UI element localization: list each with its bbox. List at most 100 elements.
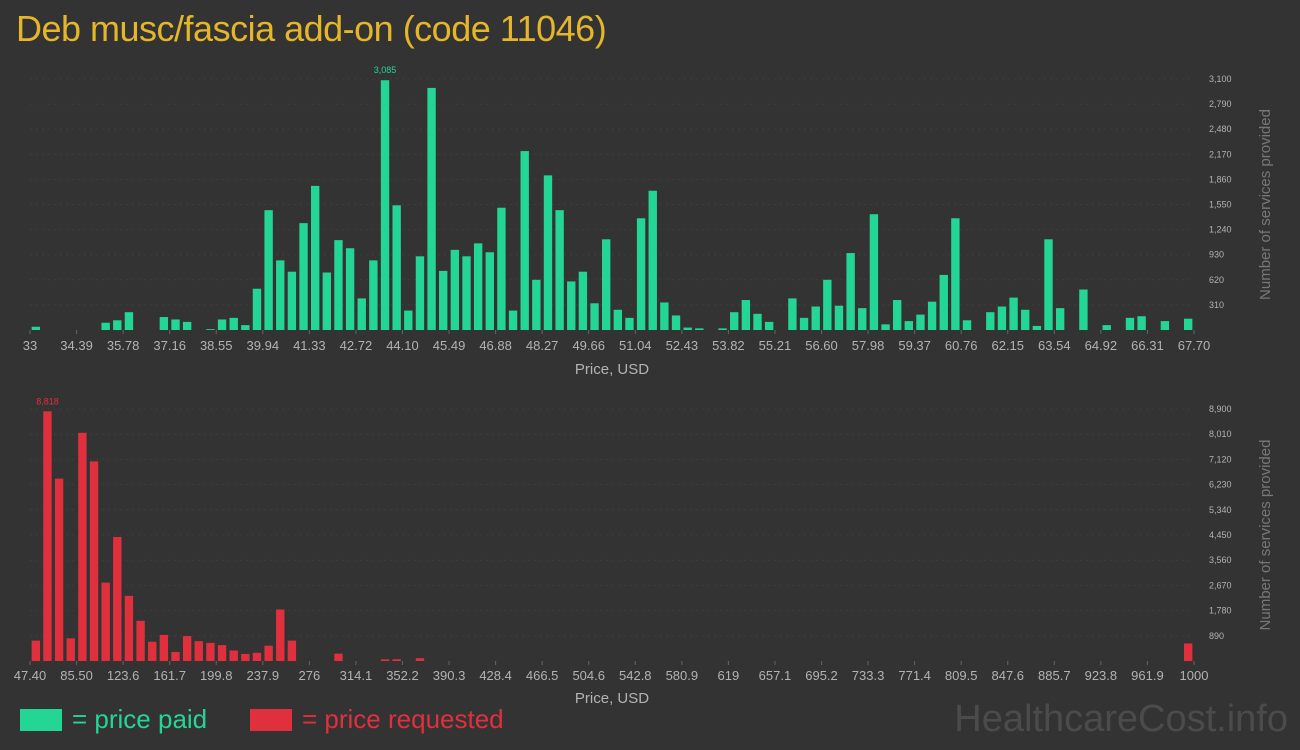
x-tick-label: 885.7 — [1038, 668, 1071, 683]
x-tick-label: 428.4 — [479, 668, 512, 683]
x-tick-label: 352.2 — [386, 668, 419, 683]
bar — [508, 310, 518, 330]
bar — [415, 256, 425, 330]
x-tick-label: 64.92 — [1085, 338, 1118, 353]
legend-price-paid: = price paid — [20, 704, 207, 735]
bar — [345, 248, 355, 330]
bar — [1032, 325, 1042, 330]
x-tick-label: 59.37 — [898, 338, 931, 353]
x-tick-label: 33 — [23, 338, 37, 353]
bar — [450, 249, 460, 330]
bar — [532, 279, 541, 330]
bar — [1021, 309, 1030, 330]
x-tick-label: 733.3 — [852, 668, 885, 683]
y-tick-label: 3,100 — [1209, 74, 1232, 84]
y-tick-label: 890 — [1209, 631, 1224, 641]
bar — [986, 312, 995, 330]
x-tick-label: 657.1 — [759, 668, 792, 683]
bar — [904, 321, 914, 330]
bar — [1079, 289, 1088, 330]
bar — [252, 288, 262, 330]
bar — [392, 659, 401, 661]
bar — [636, 218, 646, 330]
y-tick-label: 2,790 — [1209, 99, 1232, 109]
x-tick-label: 619 — [718, 668, 740, 683]
x-tick-label: 1000 — [1180, 668, 1209, 683]
x-tick-label: 41.33 — [293, 338, 326, 353]
bar — [392, 205, 401, 330]
bar — [310, 185, 320, 330]
bar — [497, 207, 506, 330]
bar — [404, 310, 413, 330]
x-tick-label: 390.3 — [433, 668, 466, 683]
bar — [939, 274, 948, 330]
bar — [1125, 317, 1135, 330]
bar — [415, 658, 425, 661]
x-tick-label: 38.55 — [200, 338, 233, 353]
y-axis-title: Number of services provided — [1257, 109, 1274, 300]
bar — [543, 175, 553, 330]
bar — [380, 80, 390, 331]
x-tick-label: 34.39 — [60, 338, 93, 353]
bar — [229, 650, 238, 661]
bar — [264, 645, 273, 661]
x-tick-label: 45.49 — [433, 338, 466, 353]
bar — [799, 317, 809, 330]
y-tick-label: 3,560 — [1209, 555, 1232, 565]
bar — [299, 223, 308, 330]
x-axis-title: Price, USD — [575, 361, 649, 378]
x-tick-label: 63.54 — [1038, 338, 1071, 353]
legend-label-paid: = price paid — [72, 704, 208, 734]
bar — [369, 260, 378, 330]
legend-price-requested: = price requested — [250, 704, 504, 735]
bar — [823, 279, 832, 330]
x-tick-label: 60.76 — [945, 338, 978, 353]
x-tick-label: 53.82 — [712, 338, 745, 353]
bar — [788, 298, 797, 330]
x-tick-label: 35.78 — [107, 338, 140, 353]
x-tick-label: 52.43 — [666, 338, 699, 353]
x-tick-label: 51.04 — [619, 338, 652, 353]
bar — [869, 214, 879, 330]
bar — [997, 306, 1007, 330]
bar — [241, 325, 250, 330]
bar — [1137, 316, 1146, 330]
x-tick-label: 62.15 — [991, 338, 1024, 353]
bar — [1102, 325, 1111, 330]
x-tick-label: 809.5 — [945, 668, 978, 683]
bar — [334, 240, 343, 330]
y-tick-label: 1,780 — [1209, 606, 1232, 616]
bar — [927, 301, 937, 330]
y-tick-label: 1,240 — [1209, 225, 1232, 235]
y-tick-label: 2,170 — [1209, 149, 1232, 159]
peak-value-label: 8,818 — [36, 396, 59, 406]
bar — [858, 308, 867, 330]
x-tick-label: 771.4 — [898, 668, 931, 683]
bar — [1009, 297, 1018, 330]
legend-swatch-requested — [250, 708, 292, 731]
x-tick-label: 314.1 — [340, 668, 373, 683]
y-tick-label: 8,010 — [1209, 429, 1232, 439]
bar — [753, 313, 762, 330]
x-tick-label: 55.21 — [759, 338, 792, 353]
bar — [1183, 318, 1193, 330]
bar — [520, 151, 529, 330]
x-tick-label: 56.60 — [805, 338, 838, 353]
bar — [764, 321, 774, 330]
y-tick-label: 8,900 — [1209, 404, 1232, 414]
x-axis-title: Price, USD — [575, 690, 649, 705]
bar — [567, 281, 576, 330]
bar — [951, 218, 960, 330]
y-tick-label: 620 — [1209, 275, 1224, 285]
bar — [590, 303, 599, 330]
x-tick-label: 199.8 — [200, 668, 233, 683]
bar — [695, 328, 704, 330]
y-tick-label: 6,230 — [1209, 480, 1232, 490]
bar — [217, 319, 227, 330]
bar — [43, 411, 52, 661]
bar — [159, 634, 169, 661]
x-tick-label: 923.8 — [1085, 668, 1118, 683]
price-requested-chart: 890 1,780 2,670 3,560 4,450 5,340 6,230 7,120 8,… — [14, 396, 1274, 705]
x-tick-label: 161.7 — [153, 668, 186, 683]
bar — [962, 320, 972, 330]
